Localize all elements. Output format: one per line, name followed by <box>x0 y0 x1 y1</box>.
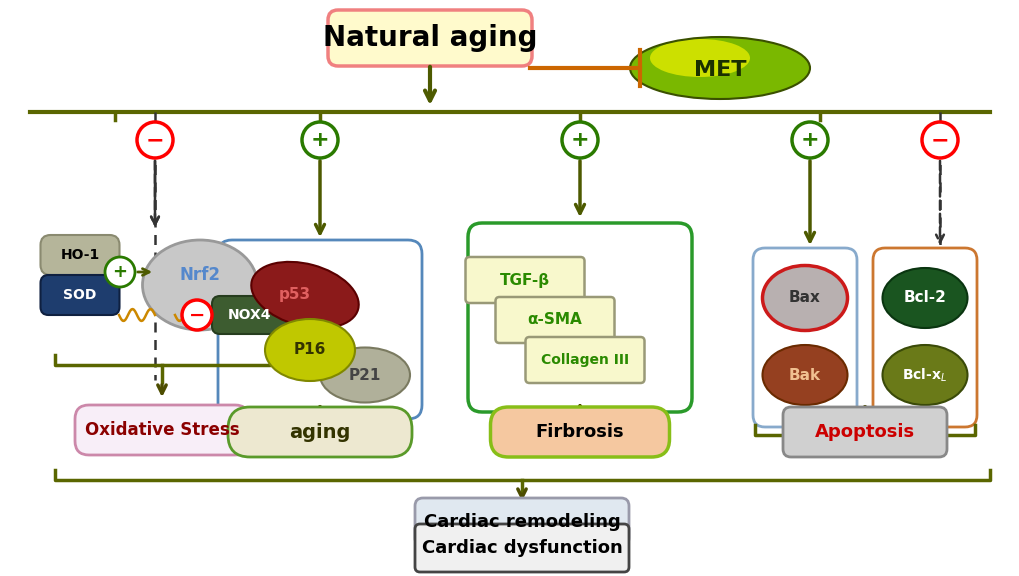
Ellipse shape <box>762 345 847 405</box>
Text: Bcl-x$_L$: Bcl-x$_L$ <box>902 366 947 384</box>
Text: Natural aging: Natural aging <box>322 24 537 52</box>
Ellipse shape <box>649 39 749 77</box>
Text: +: + <box>112 263 127 281</box>
Text: +: + <box>570 130 589 150</box>
Text: Collagen III: Collagen III <box>540 353 629 367</box>
Circle shape <box>921 122 957 158</box>
Text: TGF-β: TGF-β <box>499 272 549 287</box>
FancyBboxPatch shape <box>465 257 584 303</box>
Text: Bax: Bax <box>789 290 820 305</box>
FancyBboxPatch shape <box>228 407 412 457</box>
Text: −: − <box>929 130 949 150</box>
Text: Cardiac dysfunction: Cardiac dysfunction <box>421 539 622 557</box>
Circle shape <box>137 122 173 158</box>
Text: aging: aging <box>289 423 351 441</box>
Text: Nrf2: Nrf2 <box>179 266 220 284</box>
Text: −: − <box>146 130 164 150</box>
Text: Firbrosis: Firbrosis <box>535 423 624 441</box>
Circle shape <box>561 122 597 158</box>
FancyBboxPatch shape <box>212 296 287 334</box>
FancyBboxPatch shape <box>490 407 668 457</box>
FancyBboxPatch shape <box>415 524 629 572</box>
Ellipse shape <box>251 262 359 328</box>
FancyBboxPatch shape <box>41 235 119 275</box>
FancyBboxPatch shape <box>872 248 976 427</box>
Ellipse shape <box>320 347 410 403</box>
Text: Cardiac remodeling: Cardiac remodeling <box>423 513 620 531</box>
Text: NOX4: NOX4 <box>228 308 271 322</box>
FancyBboxPatch shape <box>495 297 613 343</box>
Ellipse shape <box>881 268 967 328</box>
FancyBboxPatch shape <box>525 337 644 383</box>
Circle shape <box>181 300 212 330</box>
Ellipse shape <box>265 319 355 381</box>
Text: −: − <box>189 305 205 324</box>
Text: SOD: SOD <box>63 288 97 302</box>
Text: Oxidative Stress: Oxidative Stress <box>85 421 239 439</box>
Text: MET: MET <box>693 60 746 80</box>
Ellipse shape <box>762 266 847 331</box>
Text: +: + <box>800 130 818 150</box>
Text: p53: p53 <box>278 287 311 302</box>
Text: Bcl-2: Bcl-2 <box>903 290 946 305</box>
FancyBboxPatch shape <box>468 223 691 412</box>
Text: α-SMA: α-SMA <box>527 313 582 328</box>
FancyBboxPatch shape <box>218 240 422 419</box>
Text: Bak: Bak <box>788 367 820 382</box>
FancyBboxPatch shape <box>328 10 532 66</box>
Text: HO-1: HO-1 <box>60 248 100 262</box>
FancyBboxPatch shape <box>41 275 119 315</box>
Text: P21: P21 <box>348 367 381 382</box>
Circle shape <box>105 257 135 287</box>
FancyBboxPatch shape <box>415 498 629 546</box>
Ellipse shape <box>881 345 967 405</box>
Ellipse shape <box>143 240 257 330</box>
FancyBboxPatch shape <box>75 405 249 455</box>
FancyBboxPatch shape <box>783 407 946 457</box>
FancyBboxPatch shape <box>752 248 856 427</box>
Text: Apoptosis: Apoptosis <box>814 423 914 441</box>
Circle shape <box>302 122 337 158</box>
Text: P16: P16 <box>293 343 326 358</box>
Circle shape <box>791 122 827 158</box>
Text: +: + <box>311 130 329 150</box>
Ellipse shape <box>630 37 809 99</box>
